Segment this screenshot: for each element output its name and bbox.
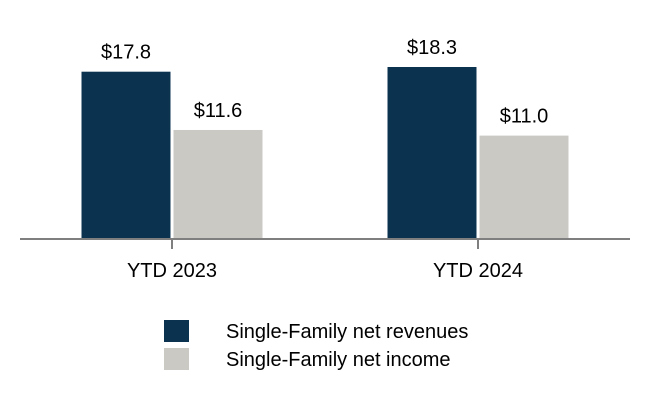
- legend-label-net-revenues: Single-Family net revenues: [226, 321, 468, 343]
- legend: Single-Family net revenues Single-Family …: [164, 320, 468, 371]
- data-label-net-income-1: $11.6: [194, 100, 243, 122]
- legend-swatch-net-income: [164, 348, 189, 370]
- x-tick-label-1: YTD 2023: [127, 260, 217, 282]
- x-axis-tick-labels: YTD 2023 YTD 2024: [127, 260, 523, 282]
- x-axis-ticks: [171, 239, 479, 249]
- bar-net-income-2: [479, 135, 569, 239]
- legend-label-net-income: Single-Family net income: [226, 349, 451, 371]
- bar-net-revenues-2: [387, 67, 477, 239]
- x-tick-label-2: YTD 2024: [433, 260, 523, 282]
- data-label-net-income-2: $11.0: [500, 106, 549, 128]
- bars-group: [81, 67, 569, 239]
- bar-net-revenues-1: [81, 71, 171, 239]
- data-label-net-revenues-2: $18.3: [407, 37, 457, 59]
- legend-swatch-net-revenues: [164, 320, 189, 342]
- bar-net-income-1: [173, 129, 263, 239]
- data-label-net-revenues-1: $17.8: [101, 42, 151, 64]
- data-labels-group: $17.8 $11.6 $18.3 $11.0: [101, 37, 548, 128]
